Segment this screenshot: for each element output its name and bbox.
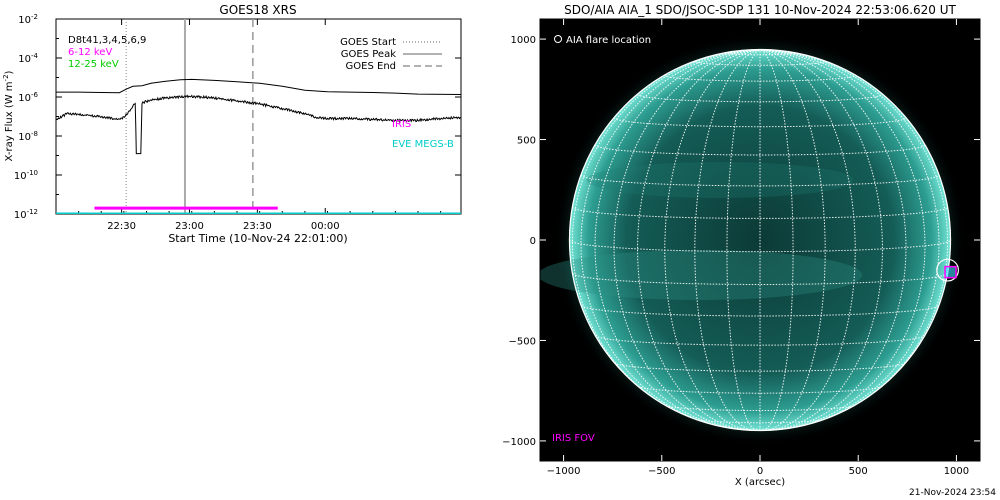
heliographic-grid bbox=[568, 48, 952, 432]
latitude-line bbox=[580, 305, 940, 317]
longitude-line bbox=[759, 49, 856, 431]
flux-series-line-1 bbox=[56, 94, 461, 155]
right-x-tick-label-4: 1000 bbox=[944, 466, 969, 477]
longitude-line bbox=[759, 49, 826, 431]
instrument-label-0: IRIS bbox=[392, 119, 411, 130]
latitude-line bbox=[665, 405, 855, 411]
flare-legend: AIA flare location bbox=[554, 35, 651, 46]
right-y-tick-label-4: 1000 bbox=[511, 35, 536, 46]
longitude-line bbox=[759, 49, 794, 431]
right-x-ticks: −1000 −500 0 500 1000 bbox=[547, 19, 969, 477]
instrument-label-1: EVE MEGS-B bbox=[392, 139, 454, 150]
right-y-tick-label-2: 0 bbox=[530, 236, 536, 247]
legend-label-0: GOES Start bbox=[340, 37, 396, 48]
longitude-line bbox=[580, 49, 761, 428]
inset-label-0: D8t41,3,4,5,6,9 bbox=[68, 35, 146, 46]
active-band-north bbox=[586, 162, 854, 198]
inset-label-1: 6-12 keV bbox=[68, 47, 112, 58]
right-y-ticks: −1000 −500 0 500 1000 bbox=[502, 35, 980, 448]
longitude-line bbox=[594, 49, 761, 430]
right-x-tick-label-0: −1000 bbox=[547, 466, 581, 477]
flare-legend-label: AIA flare location bbox=[566, 35, 651, 46]
left-y-tick-label-4: 10-4 bbox=[18, 52, 38, 65]
goes-event-markers bbox=[125, 19, 254, 214]
left-y-tick-label-0: 10-12 bbox=[14, 208, 38, 221]
legend-label-1: GOES Peak bbox=[341, 49, 396, 60]
aia-solar-image: SDO/AIA AIA_1 SDO/JSOC-SDP 131 10-Nov-20… bbox=[502, 3, 981, 488]
left-y-tick-label-3: 10-6 bbox=[18, 91, 38, 104]
instrument-coverage-bars bbox=[56, 206, 461, 214]
longitude-line bbox=[571, 49, 761, 419]
longitude-line bbox=[759, 49, 926, 430]
left-chart-title: GOES18 XRS bbox=[219, 3, 296, 17]
longitude-line bbox=[694, 49, 761, 431]
longitude-line bbox=[759, 49, 940, 428]
inset-label-2: 12-25 keV bbox=[68, 59, 119, 70]
left-y-tick-label-2: 10-8 bbox=[18, 130, 38, 143]
right-x-axis-label: X (arcsec) bbox=[735, 477, 785, 488]
flux-series-line-0 bbox=[56, 78, 461, 95]
active-band bbox=[540, 250, 862, 300]
flare-location-marker bbox=[936, 258, 959, 282]
right-y-tick-label-1: −500 bbox=[509, 336, 536, 347]
left-y-tick-label-5: 10-2 bbox=[18, 13, 38, 26]
footer-timestamp: 21-Nov-2024 23:54 bbox=[909, 488, 996, 498]
flare-legend-symbol bbox=[554, 35, 562, 43]
right-y-tick-label-3: 500 bbox=[517, 136, 536, 147]
longitude-line bbox=[636, 49, 761, 431]
latitude-line bbox=[613, 362, 907, 372]
flare-circle bbox=[936, 258, 959, 282]
left-x-tick-label-2: 23:30 bbox=[243, 221, 272, 232]
goes-xrs-chart: GOES18 XRS 10-12 10-10 10-8 10-6 10-4 10-2 22… bbox=[2, 3, 462, 245]
left-y-ticks: 10-12 10-10 10-8 10-6 10-4 10-2 bbox=[14, 13, 461, 221]
longitude-line bbox=[759, 49, 907, 431]
solar-limb bbox=[568, 48, 952, 432]
left-x-tick-label-0: 22:30 bbox=[107, 221, 136, 232]
legend-label-2: GOES End bbox=[346, 61, 396, 72]
latitude-line bbox=[594, 144, 926, 156]
right-x-tick-label-1: −500 bbox=[648, 466, 675, 477]
right-chart-title: SDO/AIA AIA_1 SDO/JSOC-SDP 131 10-Nov-20… bbox=[564, 3, 956, 17]
iris-fov-label: IRIS FOV bbox=[552, 433, 595, 444]
left-x-tick-label-1: 23:00 bbox=[175, 221, 204, 232]
longitude-line bbox=[726, 49, 761, 431]
longitude-line bbox=[759, 49, 949, 419]
right-x-tick-label-3: 500 bbox=[849, 466, 868, 477]
left-y-tick-label-1: 10-10 bbox=[14, 169, 38, 182]
longitude-line bbox=[664, 49, 761, 431]
latitude-line bbox=[637, 94, 883, 103]
flux-series bbox=[56, 78, 461, 155]
right-y-tick-label-0: −1000 bbox=[502, 437, 536, 448]
instrument-labels: IRIS EVE MEGS-B bbox=[392, 119, 454, 150]
left-x-tick-label-3: 00:00 bbox=[311, 221, 340, 232]
left-x-axis-label: Start Time (10-Nov-24 22:01:00) bbox=[168, 232, 347, 245]
left-plot-frame bbox=[55, 18, 462, 215]
left-y-axis-label: X-ray Flux (W m-2) bbox=[2, 70, 15, 161]
longitude-line bbox=[613, 49, 761, 431]
right-x-tick-label-2: 0 bbox=[757, 466, 763, 477]
iris-fov-box bbox=[944, 265, 957, 279]
longitude-line bbox=[759, 49, 884, 431]
latitude-line bbox=[571, 206, 949, 219]
